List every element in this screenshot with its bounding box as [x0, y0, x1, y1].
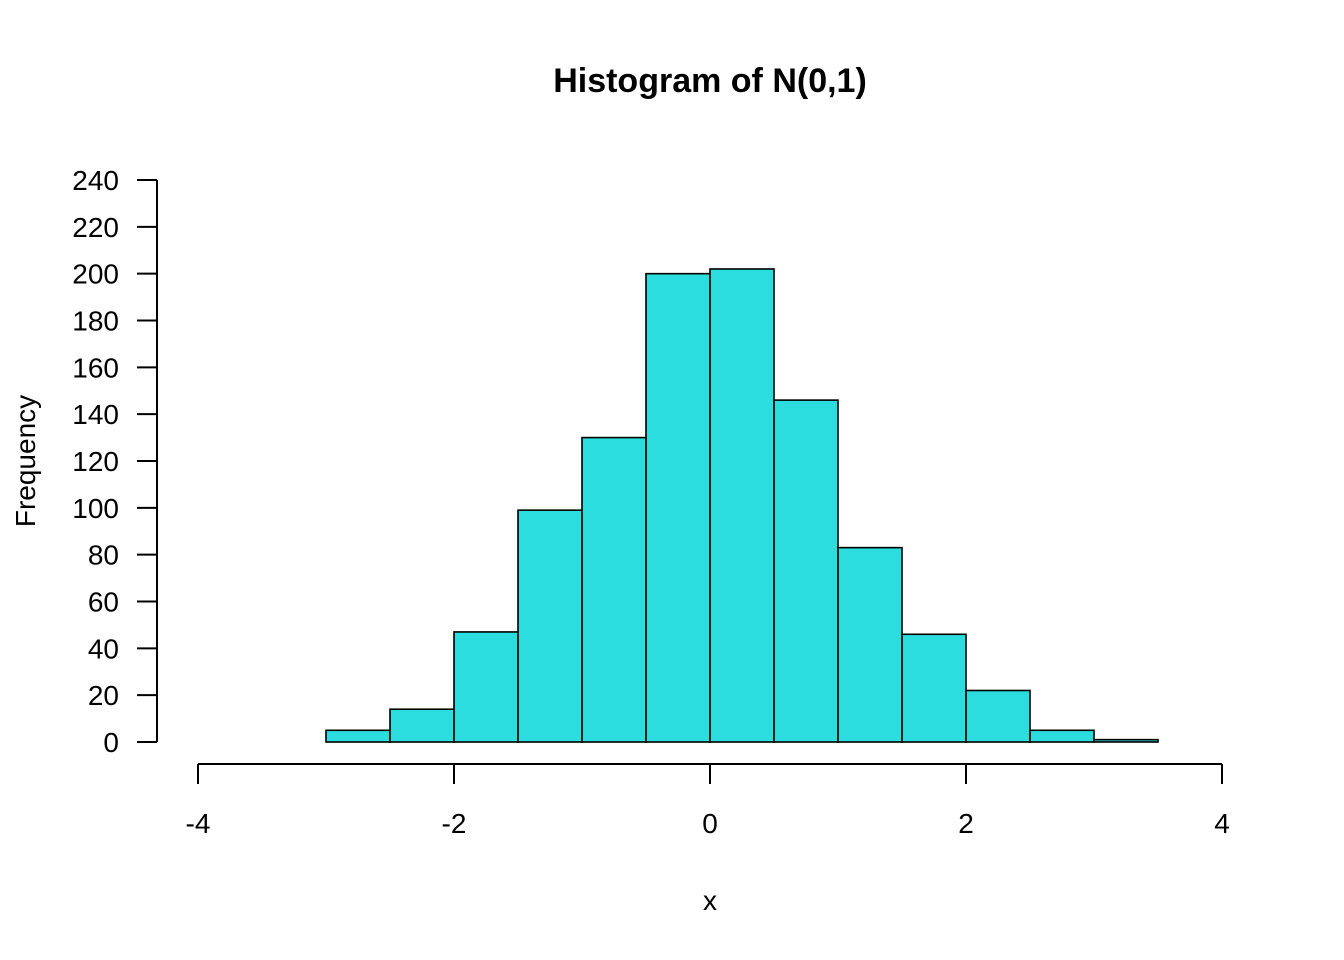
- x-tick-label: -4: [186, 808, 211, 839]
- histogram-bar: [1093, 738, 1159, 743]
- x-tick-label: 4: [1214, 808, 1230, 839]
- histogram-bar: [709, 268, 775, 743]
- y-axis: 0 20 40 60 80 100 120 140 160 180 200 220 240: [72, 165, 158, 758]
- y-tick-label: 60: [88, 587, 119, 618]
- x-axis-label: x: [703, 885, 717, 916]
- histogram-bar: [1029, 729, 1095, 743]
- bars-layer: [325, 268, 1159, 743]
- x-axis: -4 -2 0 2 4: [186, 763, 1230, 839]
- histogram-bar: [453, 631, 519, 743]
- y-tick-label: 200: [72, 259, 119, 290]
- y-tick-label: 40: [88, 633, 119, 664]
- x-tick-label: 0: [702, 808, 718, 839]
- histogram-bar: [517, 509, 583, 743]
- y-tick-label: 180: [72, 306, 119, 337]
- histogram-bar: [965, 689, 1031, 743]
- chart-title: Histogram of N(0,1): [553, 62, 867, 100]
- histogram-bar: [837, 546, 903, 743]
- histogram-bar: [901, 633, 967, 743]
- histogram-bar: [581, 436, 647, 743]
- histogram-bar: [645, 272, 711, 743]
- histogram-bar: [773, 399, 839, 743]
- y-axis-label: Frequency: [10, 395, 41, 527]
- y-tick-label: 240: [72, 165, 119, 196]
- x-tick-label: -2: [442, 808, 467, 839]
- y-tick-label: 100: [72, 493, 119, 524]
- y-tick-label: 80: [88, 540, 119, 571]
- histogram-bar: [325, 729, 391, 743]
- y-tick-label: 120: [72, 446, 119, 477]
- histogram-bar: [389, 708, 455, 743]
- y-tick-label: 160: [72, 352, 119, 383]
- y-tick-label: 0: [103, 727, 119, 758]
- y-tick-label: 220: [72, 212, 119, 243]
- y-tick-label: 140: [72, 399, 119, 430]
- y-tick-label: 20: [88, 680, 119, 711]
- x-tick-label: 2: [958, 808, 974, 839]
